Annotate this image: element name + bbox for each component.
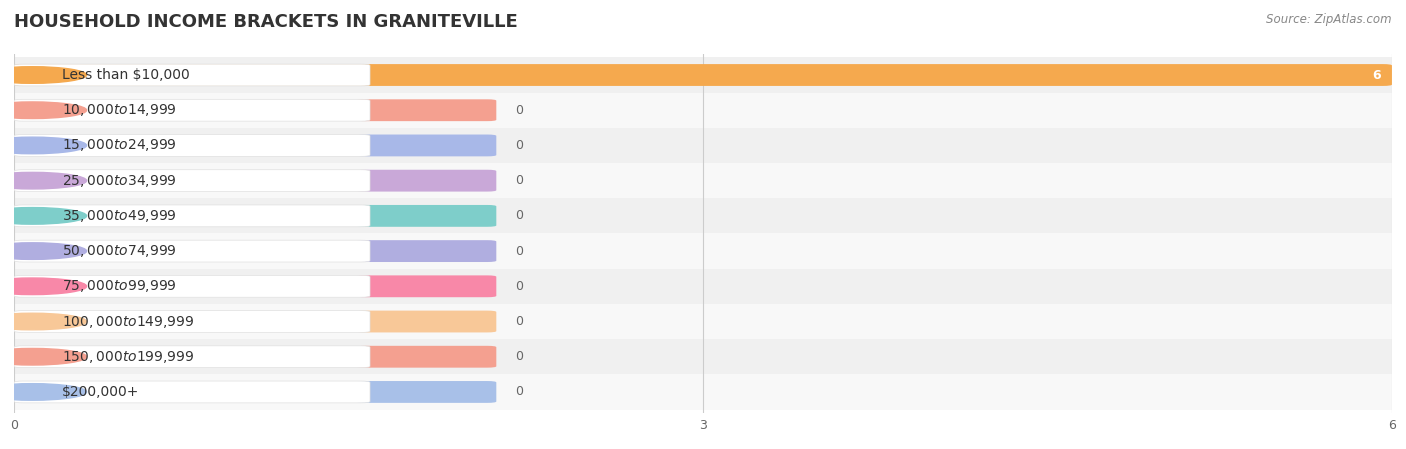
FancyBboxPatch shape (14, 311, 370, 332)
Bar (14, 304, 1392, 339)
FancyBboxPatch shape (356, 99, 496, 121)
Text: Source: ZipAtlas.com: Source: ZipAtlas.com (1267, 13, 1392, 26)
Text: 0: 0 (515, 245, 523, 258)
Text: $200,000+: $200,000+ (62, 385, 139, 399)
Circle shape (0, 278, 87, 295)
Text: 0: 0 (515, 174, 523, 187)
FancyBboxPatch shape (356, 275, 496, 297)
Text: 0: 0 (515, 139, 523, 152)
Bar (14, 269, 1392, 304)
Bar (14, 339, 1392, 374)
Text: $35,000 to $49,999: $35,000 to $49,999 (62, 208, 177, 224)
Text: $100,000 to $149,999: $100,000 to $149,999 (62, 313, 194, 330)
Bar (14, 57, 1392, 92)
FancyBboxPatch shape (356, 346, 496, 368)
FancyBboxPatch shape (356, 311, 496, 332)
FancyBboxPatch shape (14, 240, 370, 262)
FancyBboxPatch shape (356, 135, 496, 156)
Text: $75,000 to $99,999: $75,000 to $99,999 (62, 278, 177, 294)
Text: $50,000 to $74,999: $50,000 to $74,999 (62, 243, 177, 259)
FancyBboxPatch shape (356, 170, 496, 192)
Circle shape (0, 243, 87, 260)
FancyBboxPatch shape (14, 170, 370, 192)
Bar (14, 233, 1392, 269)
FancyBboxPatch shape (356, 381, 496, 403)
Circle shape (0, 383, 87, 400)
Bar (14, 163, 1392, 198)
Bar (14, 92, 1392, 128)
FancyBboxPatch shape (14, 99, 370, 121)
Circle shape (0, 137, 87, 154)
Text: $150,000 to $199,999: $150,000 to $199,999 (62, 349, 194, 365)
Text: Less than $10,000: Less than $10,000 (62, 68, 190, 82)
FancyBboxPatch shape (14, 346, 370, 368)
Text: 0: 0 (515, 350, 523, 363)
FancyBboxPatch shape (14, 275, 370, 297)
Text: $25,000 to $34,999: $25,000 to $34,999 (62, 173, 177, 189)
FancyBboxPatch shape (356, 205, 496, 227)
FancyBboxPatch shape (14, 381, 370, 403)
Text: 6: 6 (1372, 69, 1381, 82)
Circle shape (0, 67, 87, 84)
Circle shape (0, 102, 87, 119)
Circle shape (0, 348, 87, 365)
Text: 0: 0 (515, 385, 523, 398)
Text: $10,000 to $14,999: $10,000 to $14,999 (62, 102, 177, 118)
Text: 0: 0 (515, 280, 523, 293)
FancyBboxPatch shape (14, 64, 1392, 86)
Bar (14, 374, 1392, 409)
Circle shape (0, 207, 87, 224)
Bar (14, 128, 1392, 163)
FancyBboxPatch shape (14, 135, 370, 156)
FancyBboxPatch shape (14, 64, 370, 86)
Bar (14, 198, 1392, 233)
FancyBboxPatch shape (356, 240, 496, 262)
Text: HOUSEHOLD INCOME BRACKETS IN GRANITEVILLE: HOUSEHOLD INCOME BRACKETS IN GRANITEVILL… (14, 13, 517, 31)
Text: $15,000 to $24,999: $15,000 to $24,999 (62, 137, 177, 154)
Text: 0: 0 (515, 104, 523, 117)
Text: 0: 0 (515, 315, 523, 328)
Text: 0: 0 (515, 209, 523, 222)
FancyBboxPatch shape (14, 205, 370, 227)
Circle shape (0, 313, 87, 330)
Circle shape (0, 172, 87, 189)
